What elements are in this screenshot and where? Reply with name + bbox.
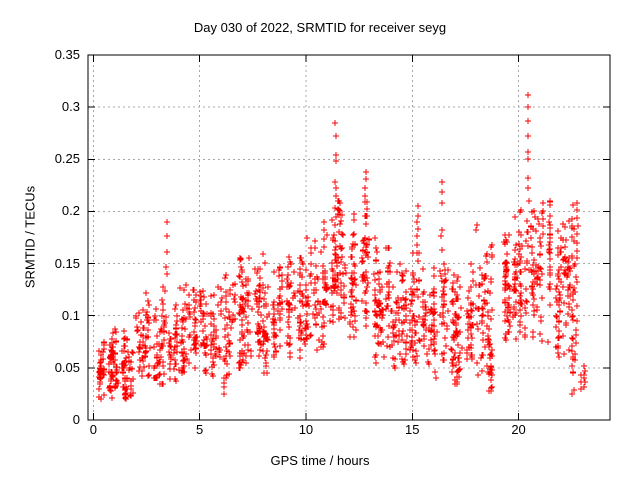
x-tick-label: 5 <box>196 422 204 437</box>
y-tick-label: 0.3 <box>61 99 80 115</box>
y-tick-label: 0 <box>72 412 80 427</box>
plot-border-and-ticks <box>87 54 611 421</box>
x-tick-label: 20 <box>511 422 526 437</box>
y-tick-label: 0.1 <box>61 307 80 323</box>
grid-lines <box>88 55 610 420</box>
scatter-data-points <box>96 92 588 402</box>
x-tick-label: 10 <box>298 422 314 437</box>
chart-title: Day 030 of 2022, SRMTID for receiver sey… <box>193 20 447 35</box>
y-tick-label: 0.25 <box>54 151 80 167</box>
x-tick-label: 0 <box>89 422 97 437</box>
y-tick-label: 0.15 <box>54 255 80 271</box>
y-tick-label: 0.05 <box>54 359 80 375</box>
x-axis-title: GPS time / hours <box>270 453 370 468</box>
y-tick-label: 0.35 <box>54 47 80 62</box>
y-axis-title: SRMTID / TECUs <box>22 185 38 289</box>
y-tick-label: 0.2 <box>61 203 80 219</box>
x-tick-label: 15 <box>405 422 420 437</box>
